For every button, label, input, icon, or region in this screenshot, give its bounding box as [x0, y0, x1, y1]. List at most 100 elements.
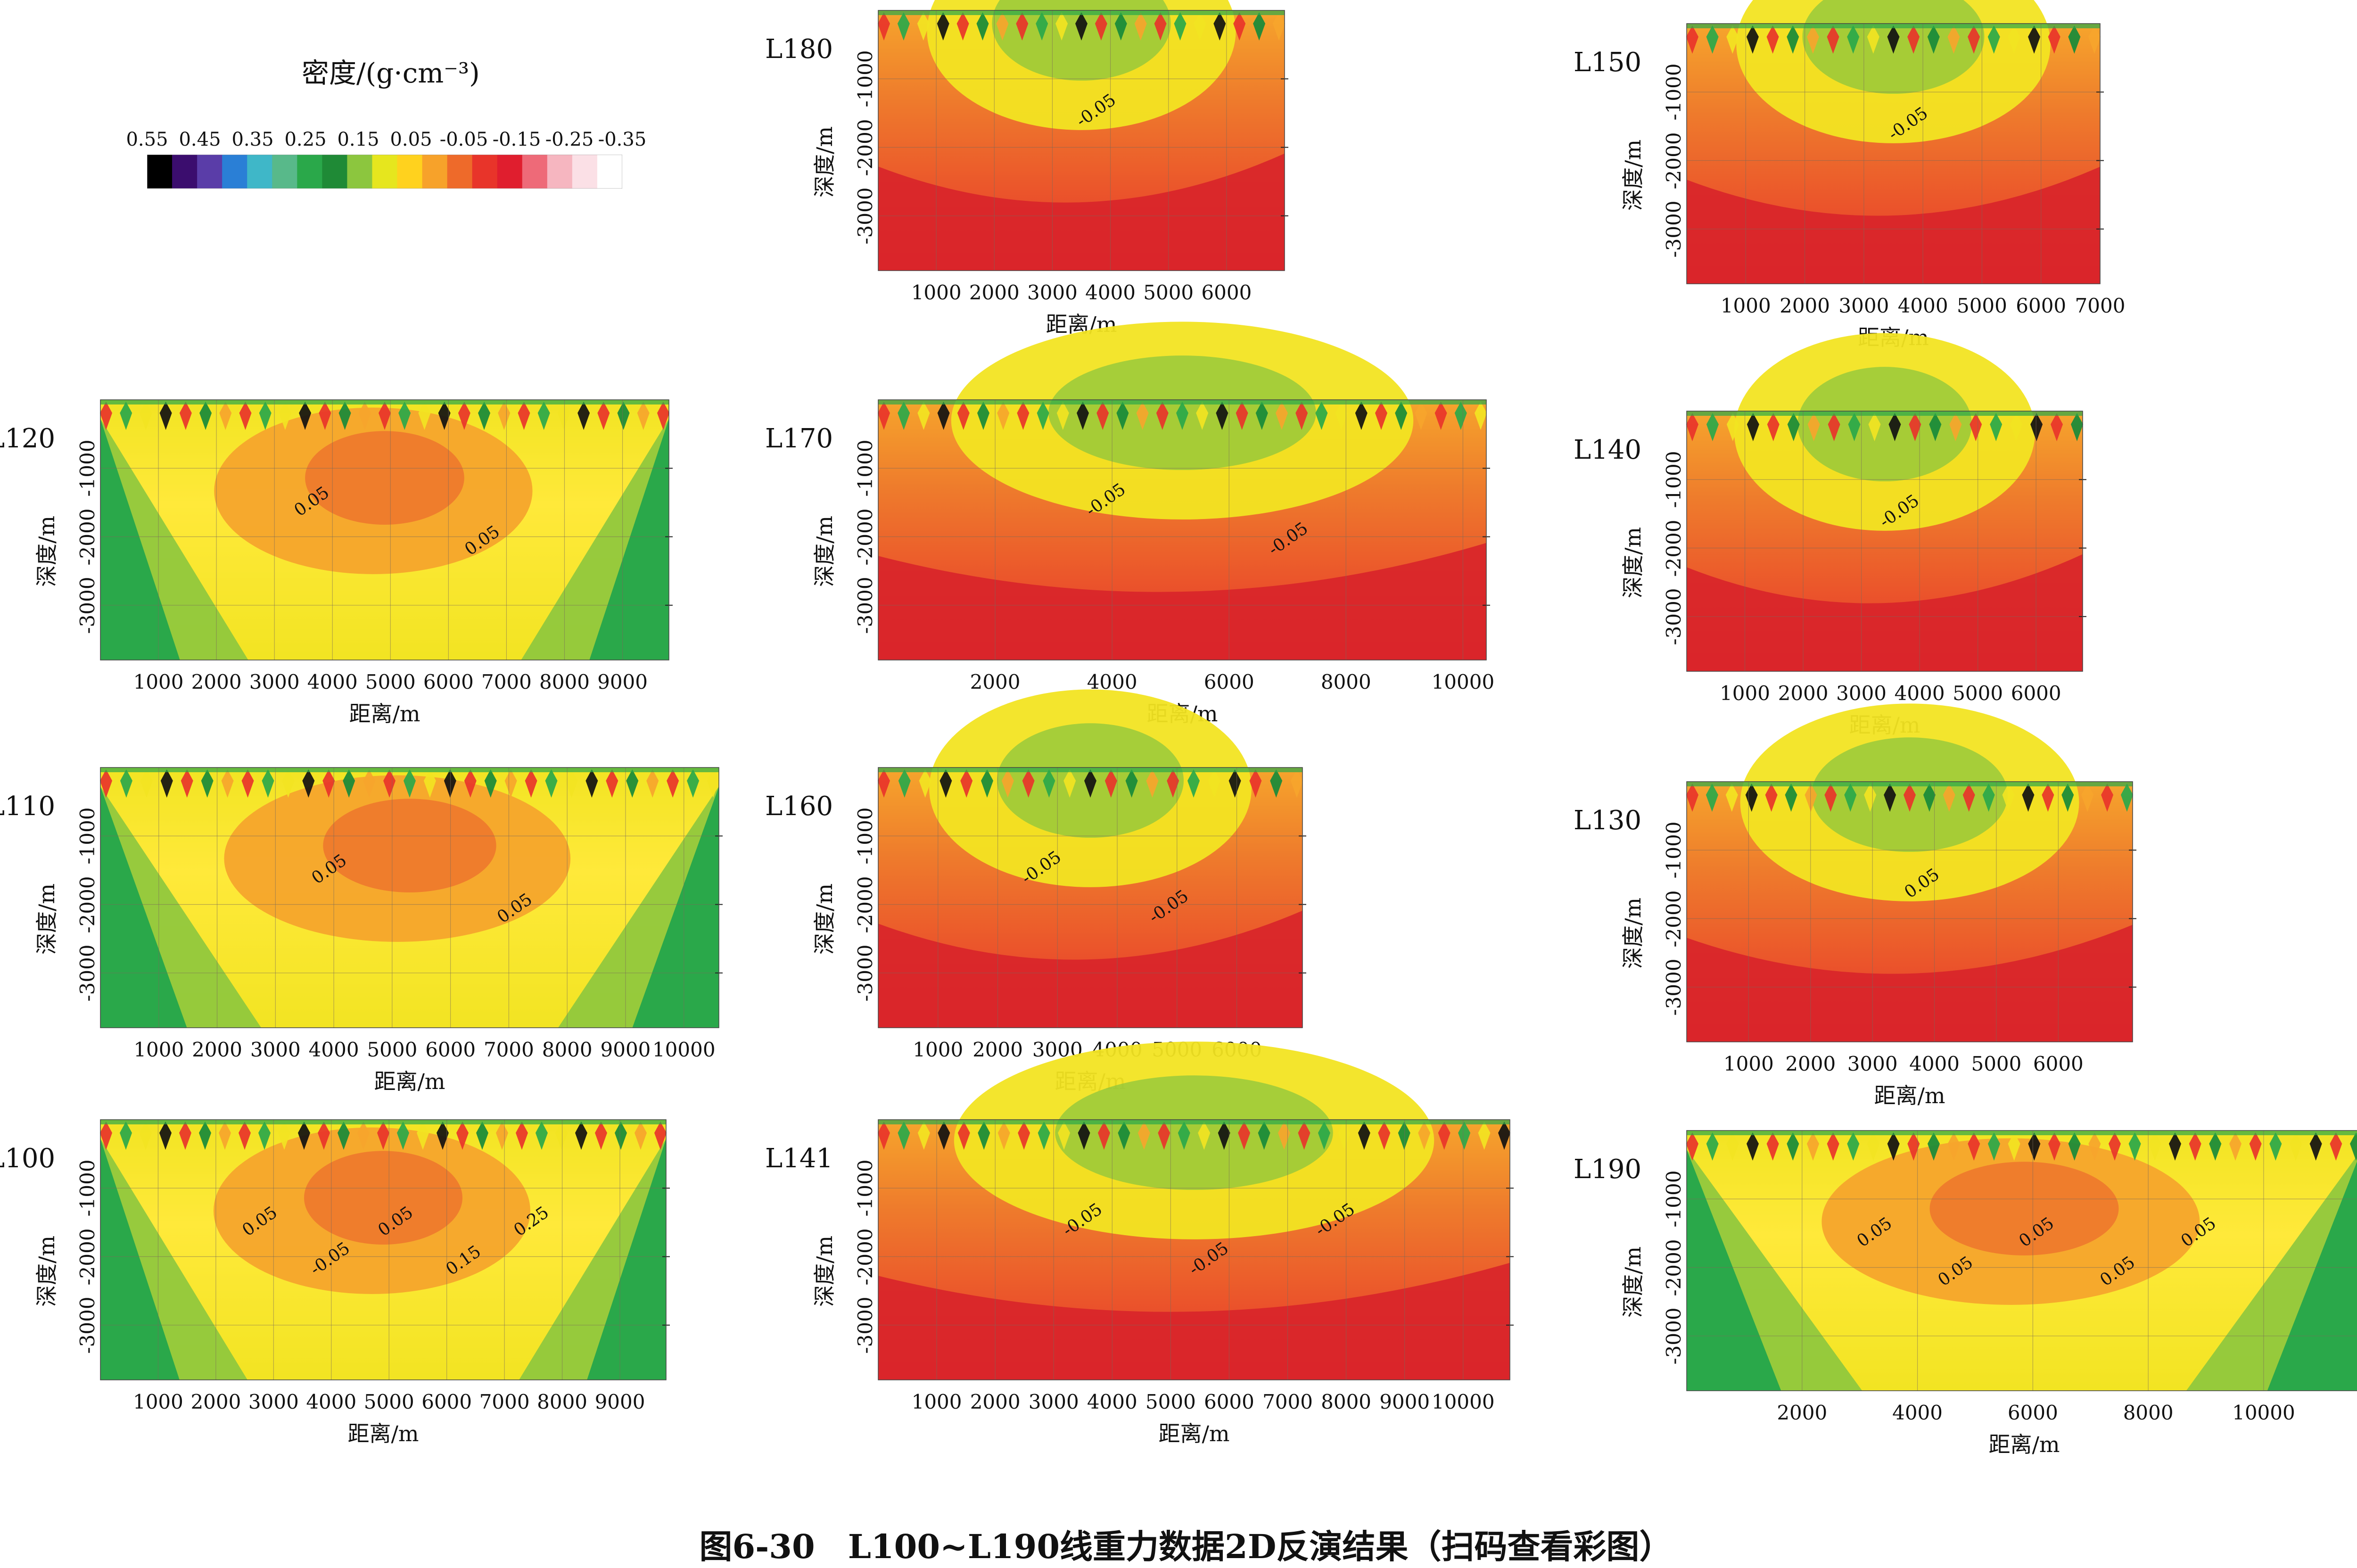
- deep-low-density: [1687, 554, 2083, 671]
- shallow-anomaly: [179, 402, 192, 430]
- shallow-anomaly: [1114, 12, 1127, 41]
- x-tick-label: 1000: [911, 281, 962, 304]
- profile-L160: -0.05-0.05L160100020003000400050006000-1…: [765, 689, 1306, 1094]
- legend-swatch: [172, 155, 198, 189]
- y-axis-label: 深度/m: [1620, 527, 1646, 599]
- shallow-anomaly: [2022, 784, 2035, 812]
- shallow-anomaly: [302, 769, 315, 798]
- shallow-anomaly: [1228, 769, 1241, 798]
- profile-L100: 0.05-0.050.050.150.25 L100 1000 2000 3000 400…: [0, 1119, 670, 1446]
- y-tick-label: -3000: [854, 1296, 877, 1354]
- x-tick-label: 3000: [1847, 1052, 1898, 1075]
- shallow-anomaly: [343, 769, 355, 798]
- shallow-anomaly: [516, 1122, 528, 1150]
- shallow-anomaly: [2109, 1132, 2121, 1161]
- shallow-anomaly: [239, 402, 252, 430]
- shallow-anomaly: [1216, 402, 1228, 430]
- shallow-anomaly: [707, 769, 719, 798]
- shallow-anomaly: [444, 769, 456, 798]
- shallow-anomaly: [262, 769, 274, 798]
- x-tick-label: 6000: [1203, 670, 1254, 693]
- x-tick-label: 8000: [537, 1390, 588, 1413]
- x-tick-label: 4000: [1085, 281, 1136, 304]
- shallow-anomaly: [2008, 1132, 2020, 1161]
- x-tick-label: 1000: [1720, 682, 1770, 705]
- flank-anomaly: [2186, 1155, 2357, 1391]
- profile-L150: -0.05 L150 1000 2000 3000 4000 5000 6000 7000 -10…: [1574, 0, 2125, 350]
- shallow-anomaly: [140, 1122, 152, 1150]
- shallow-anomaly: [2081, 784, 2094, 812]
- shallow-anomaly: [219, 402, 232, 430]
- shallow-anomaly: [1176, 402, 1188, 430]
- shallow-anomaly: [1767, 413, 1780, 441]
- x-tick-label: 6000: [425, 1038, 476, 1061]
- shallow-anomaly: [525, 769, 537, 798]
- shallow-anomaly: [1747, 1132, 1759, 1161]
- x-tick-label: 6000: [2011, 682, 2061, 705]
- x-tick-label: 5000: [1971, 1052, 2022, 1075]
- legend-swatch: [347, 155, 373, 189]
- shallow-anomaly: [417, 1122, 429, 1150]
- shallow-anomaly: [1847, 25, 1860, 54]
- shallow-anomaly: [1807, 413, 1820, 441]
- legend-tick-label: 0.45: [179, 129, 221, 150]
- shallow-anomaly: [1746, 25, 1759, 54]
- shallow-anomaly: [957, 1122, 970, 1150]
- shallow-anomaly: [2350, 1132, 2357, 1161]
- shallow-anomaly: [606, 769, 618, 798]
- legend-tick-labels: 0.55 0.45 0.35 0.25 0.15 0.05 -0.05 -0.15 -0.25-…: [126, 129, 646, 152]
- shallow-anomaly: [1904, 784, 1916, 812]
- x-tick-label: 7000: [2075, 294, 2126, 317]
- shallow-anomaly: [437, 1122, 449, 1150]
- shallow-anomaly: [199, 1122, 211, 1150]
- shallow-anomaly: [464, 769, 477, 798]
- shallow-anomaly: [438, 402, 451, 430]
- shallow-anomaly: [1125, 769, 1138, 798]
- x-tick-label: 1000: [911, 1390, 962, 1413]
- x-tick-label: 1000: [913, 1038, 964, 1061]
- flank-anomaly: [100, 1139, 247, 1380]
- shallow-anomaly: [2042, 784, 2054, 812]
- y-tick-label: -3000: [1662, 200, 1685, 258]
- flank-anomaly: [521, 419, 669, 660]
- y-tick-label: -1000: [1662, 63, 1685, 121]
- density-section: 0.05: [1686, 703, 2136, 1042]
- low-density-core: [323, 799, 496, 892]
- shallow-anomaly: [1063, 769, 1076, 798]
- legend-title: 密度/(g·cm⁻³): [302, 57, 480, 89]
- x-tick-label: 2000: [192, 1038, 242, 1061]
- profile-name: L110: [0, 791, 56, 822]
- y-tick-label: -1000: [76, 439, 99, 497]
- shallow-anomaly: [241, 769, 254, 798]
- shallow-anomaly: [1038, 1122, 1050, 1150]
- shallow-anomaly: [1706, 784, 1718, 812]
- profile-L170: -0.05 -0.05 L170 2000 4000 6000 8000 10000 -1000…: [765, 322, 1494, 726]
- shallow-anomaly: [1167, 769, 1179, 798]
- legend-tick-label: -0.05: [439, 129, 488, 150]
- shallow-anomaly: [1358, 1122, 1370, 1150]
- shallow-anomaly: [2309, 1132, 2322, 1161]
- shallow-anomaly: [1398, 1122, 1410, 1150]
- shallow-anomaly: [418, 402, 431, 430]
- shallow-anomaly: [1928, 1132, 1940, 1161]
- shallow-anomaly: [358, 402, 371, 430]
- shallow-anomaly: [1458, 1122, 1471, 1150]
- shallow-anomaly: [2169, 1132, 2181, 1161]
- plot-frame: [100, 399, 669, 660]
- shallow-anomaly: [917, 1122, 930, 1150]
- shallow-anomaly: [878, 769, 890, 798]
- shallow-anomaly: [2088, 1132, 2101, 1161]
- y-tick-label: -3000: [76, 1296, 99, 1354]
- y-axis-label: 深度/m: [812, 516, 837, 587]
- profile-L140: -0.05 L140 1000 2000 3000 4000 5000 6000 -1000 -2…: [1574, 333, 2086, 738]
- legend-swatch: [447, 155, 473, 189]
- density-section: -0.05: [1686, 0, 2104, 284]
- profile-L180: -0.05 L180 1000 2000 3000 4000 5000 6000 -1000 -2…: [765, 0, 1288, 337]
- plot-frame: [1686, 23, 2101, 284]
- shallow-anomaly: [383, 769, 396, 798]
- x-tick-label: 4000: [1909, 1052, 1960, 1075]
- shallow-anomaly: [1970, 413, 1982, 441]
- x-tick-label: 2000: [1785, 1052, 1836, 1075]
- density-section: -0.05-0.05: [878, 322, 1490, 660]
- shallow-anomaly: [575, 1122, 587, 1150]
